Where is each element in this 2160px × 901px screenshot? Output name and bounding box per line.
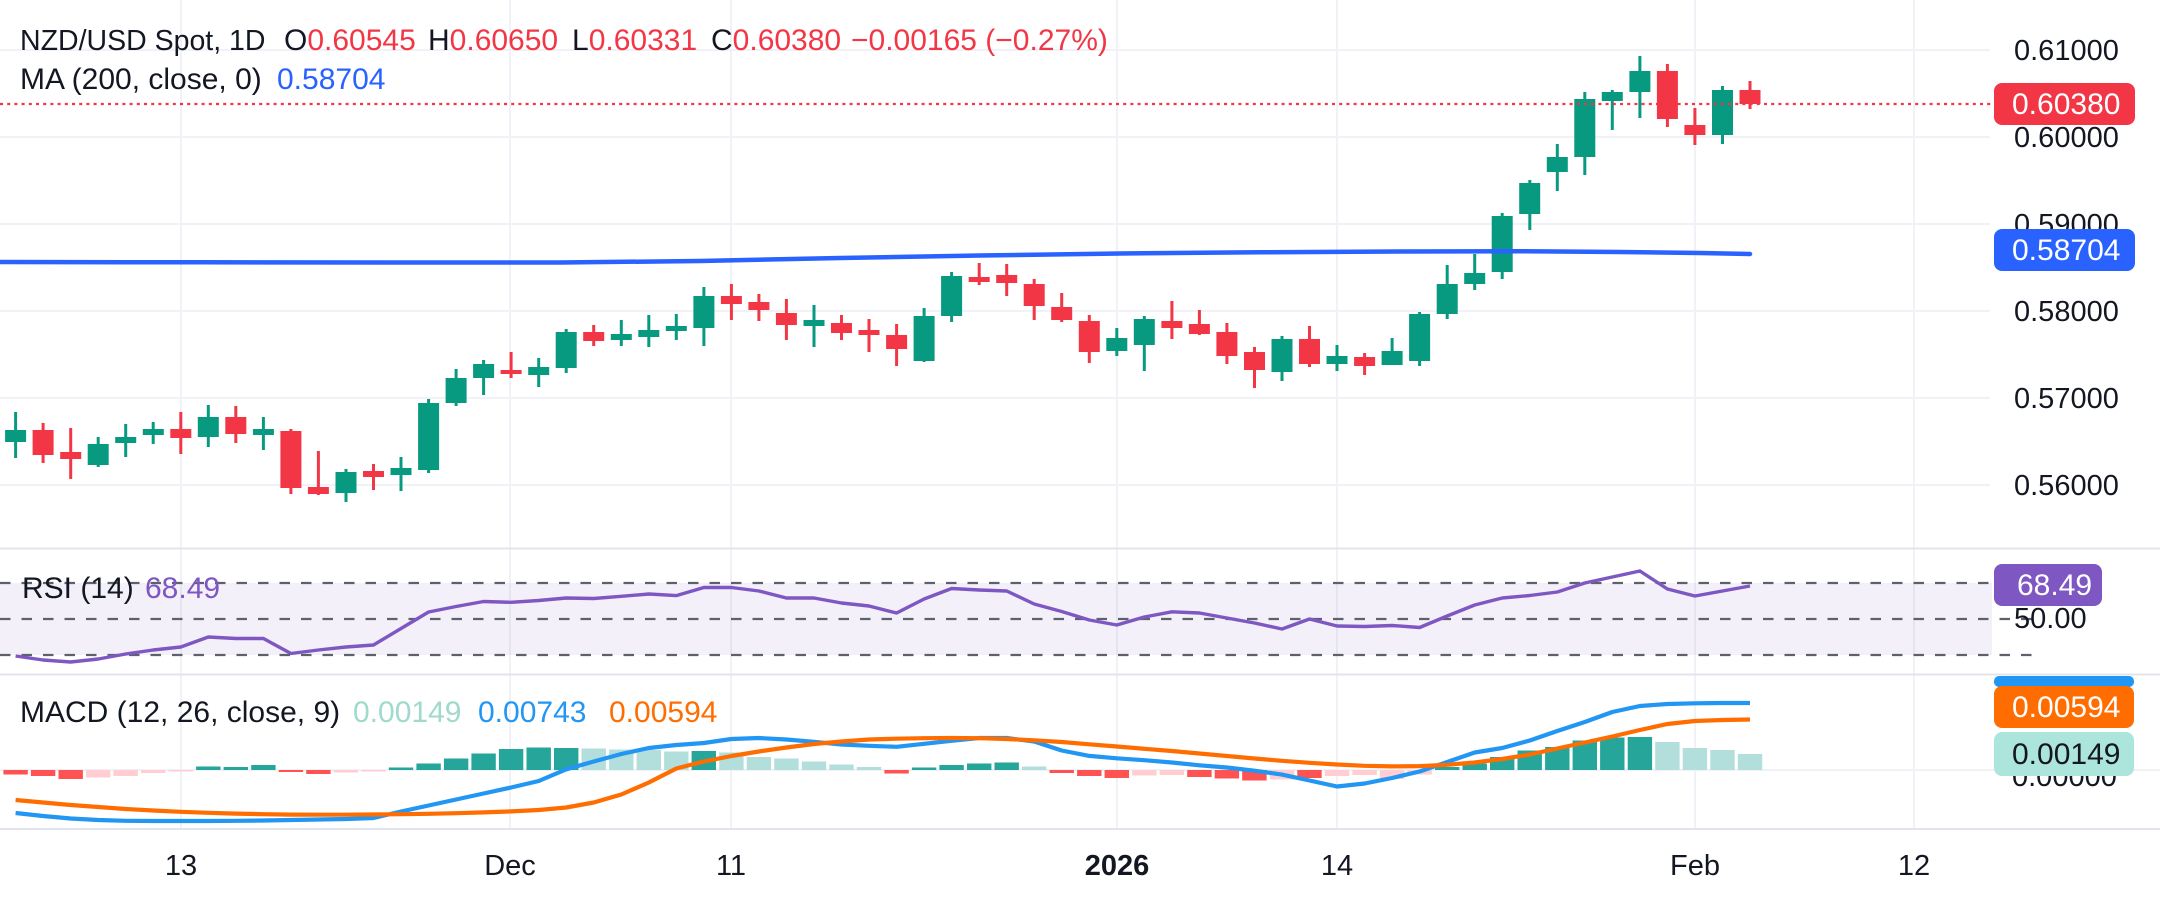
svg-text:MACD (12, 26, close, 9): MACD (12, 26, close, 9) <box>20 696 340 729</box>
svg-text:0.00594: 0.00594 <box>609 696 717 729</box>
svg-text:0.00743: 0.00743 <box>478 696 586 729</box>
svg-text:0.61000: 0.61000 <box>2014 35 2119 67</box>
svg-text:Feb: Feb <box>1670 850 1720 882</box>
svg-text:0.00594: 0.00594 <box>2012 691 2120 724</box>
svg-text:68.49: 68.49 <box>145 572 220 605</box>
svg-text:0.60000: 0.60000 <box>2014 122 2119 154</box>
svg-text:0.00149: 0.00149 <box>2012 738 2120 771</box>
svg-text:50.00: 50.00 <box>2014 603 2087 635</box>
svg-text:0.57000: 0.57000 <box>2014 383 2119 415</box>
svg-text:NZD/USD Spot, 1D: NZD/USD Spot, 1D <box>20 25 265 57</box>
svg-text:MA (200, close, 0): MA (200, close, 0) <box>20 63 262 96</box>
svg-text:0.58704: 0.58704 <box>2012 234 2120 267</box>
svg-text:0.58704: 0.58704 <box>277 63 385 96</box>
svg-text:68.49: 68.49 <box>2017 569 2092 602</box>
svg-text:Dec: Dec <box>484 850 536 882</box>
svg-text:12: 12 <box>1898 850 1930 882</box>
svg-text:0.00149: 0.00149 <box>353 696 461 729</box>
svg-text:RSI (14): RSI (14) <box>22 572 134 605</box>
svg-text:0.56000: 0.56000 <box>2014 470 2119 502</box>
svg-text:14: 14 <box>1321 850 1353 882</box>
svg-text:0.58000: 0.58000 <box>2014 296 2119 328</box>
svg-text:11: 11 <box>716 850 746 882</box>
svg-text:13: 13 <box>165 850 197 882</box>
svg-text:2026: 2026 <box>1085 850 1150 882</box>
svg-text:0.60380: 0.60380 <box>2012 88 2120 121</box>
